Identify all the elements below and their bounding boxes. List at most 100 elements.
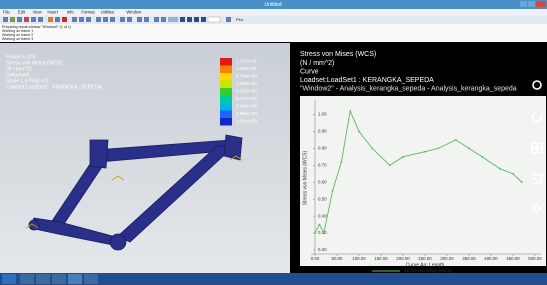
legend-swatch xyxy=(220,58,232,66)
y-tick-label: 1.00 xyxy=(318,112,327,117)
data-point xyxy=(341,161,343,163)
menu-item[interactable]: Info xyxy=(67,10,75,15)
data-point xyxy=(437,147,439,149)
menu-item[interactable]: Insert xyxy=(47,10,58,15)
taskbar-app[interactable] xyxy=(52,274,66,284)
taskbar-app[interactable] xyxy=(36,274,50,284)
data-point xyxy=(332,190,334,192)
x-tick-label: 100.00 xyxy=(352,256,366,261)
tool-button[interactable] xyxy=(161,17,166,22)
toolbar-label: Plot xyxy=(236,17,244,22)
y-axis-label: Stress von Mises (WCS) xyxy=(302,150,308,205)
tool-button[interactable] xyxy=(62,17,67,22)
x-tick-label: 150.00 xyxy=(374,256,388,261)
tool-button[interactable] xyxy=(17,17,22,22)
data-point xyxy=(389,164,391,166)
data-point xyxy=(319,224,321,226)
window-title: Untitled xyxy=(265,2,282,8)
data-point xyxy=(358,131,360,133)
tool-button[interactable] xyxy=(24,17,29,22)
legend-label: 2.595e+00 xyxy=(236,111,257,116)
tool-button[interactable] xyxy=(103,17,108,22)
maximize-button[interactable] xyxy=(528,1,535,7)
legend-label: 7.558e+00 xyxy=(236,81,257,86)
menu-item[interactable]: Utilities xyxy=(101,10,115,15)
legend-swatch xyxy=(220,111,232,119)
tool-button[interactable] xyxy=(180,17,185,22)
bottom-bracket xyxy=(110,234,126,250)
taskbar xyxy=(0,273,547,285)
close-button[interactable] xyxy=(536,1,546,7)
data-point xyxy=(424,151,426,153)
menu-item[interactable]: Format xyxy=(81,10,95,15)
data-point xyxy=(323,232,325,234)
tool-button[interactable] xyxy=(187,17,192,22)
data-point xyxy=(314,232,316,234)
tool-button[interactable] xyxy=(96,17,101,22)
graph-subtitle: "Window2" - Analysis_kerangka_sepeda - A… xyxy=(300,85,517,92)
legend-label: 1.354e+00 xyxy=(236,119,257,124)
taskbar-app[interactable] xyxy=(84,274,98,284)
y-tick-label: 0.60 xyxy=(318,179,327,184)
legend-label: Stress von Mises (WCS) xyxy=(404,268,452,273)
minimize-button[interactable] xyxy=(520,1,527,7)
start-button[interactable] xyxy=(2,274,16,284)
tool-button[interactable] xyxy=(86,17,91,22)
x-tick-label: 500.00 xyxy=(528,256,542,261)
seat-lug xyxy=(224,135,242,160)
tool-button[interactable] xyxy=(194,17,199,22)
data-point xyxy=(499,168,501,170)
taskbar-app[interactable] xyxy=(20,274,34,284)
menu-item[interactable]: Window xyxy=(126,10,142,15)
tool-button[interactable] xyxy=(72,17,77,22)
screen: Untitled File Edit View Insert Info Format Uti… xyxy=(0,0,547,285)
x-tick-label: 50.00 xyxy=(332,256,344,261)
legend-label: 6.317e+00 xyxy=(236,89,257,94)
legend-label: 1.127e+01 xyxy=(236,59,257,64)
y-tick-label: 0.50 xyxy=(318,196,327,201)
tool-button[interactable] xyxy=(168,17,178,22)
y-tick-label: 0.40 xyxy=(318,213,327,218)
x-tick-label: 400.00 xyxy=(484,256,498,261)
tool-button[interactable] xyxy=(10,17,15,22)
tool-button[interactable] xyxy=(38,17,43,22)
legend-label: 3.836e+00 xyxy=(236,104,257,109)
tool-button[interactable] xyxy=(201,17,206,22)
tool-button[interactable] xyxy=(110,17,115,22)
graph-subtitle: Loadset:LoadSet1 : KERANGKA_SEPEDA xyxy=(300,77,434,84)
data-point xyxy=(455,139,457,141)
x-tick-label: 0.00 xyxy=(311,256,320,261)
tool-button[interactable] xyxy=(120,17,125,22)
menu-item[interactable]: File xyxy=(3,10,10,15)
tool-button[interactable] xyxy=(3,17,8,22)
tool-button[interactable] xyxy=(79,17,84,22)
tool-button[interactable] xyxy=(127,17,132,22)
graph-title: Stress von Mises (WCS) xyxy=(300,51,376,58)
legend-label: 5.077e+00 xyxy=(236,96,257,101)
legend-swatch xyxy=(220,81,232,89)
tool-button[interactable] xyxy=(55,17,60,22)
data-point xyxy=(521,181,523,183)
tool-button[interactable] xyxy=(31,17,36,22)
legend-swatch xyxy=(220,88,232,96)
legend-swatch xyxy=(220,96,232,104)
data-point xyxy=(512,173,514,175)
legend-label: 8.799e+00 xyxy=(236,74,257,79)
data-point xyxy=(402,156,404,158)
x-tick-label: 350.00 xyxy=(462,256,476,261)
menu-item[interactable]: Edit xyxy=(18,10,26,15)
tool-button[interactable] xyxy=(137,17,142,22)
tool-button[interactable] xyxy=(48,17,53,22)
x-tick-label: 200.00 xyxy=(396,256,410,261)
data-point xyxy=(481,156,483,158)
tool-button[interactable] xyxy=(226,17,231,22)
tool-button[interactable] xyxy=(154,17,159,22)
x-tick-label: 300.00 xyxy=(440,256,454,261)
viewport-info-line: Loadset:LoadSet1 : KRANGKA_SEPEDA xyxy=(6,84,102,90)
taskbar-app[interactable] xyxy=(68,274,82,284)
tool-button[interactable] xyxy=(144,17,149,22)
frame-field[interactable] xyxy=(208,17,220,22)
x-tick-label: 250.00 xyxy=(418,256,432,261)
menu-item[interactable]: View xyxy=(33,10,43,15)
head-tube xyxy=(90,140,108,168)
